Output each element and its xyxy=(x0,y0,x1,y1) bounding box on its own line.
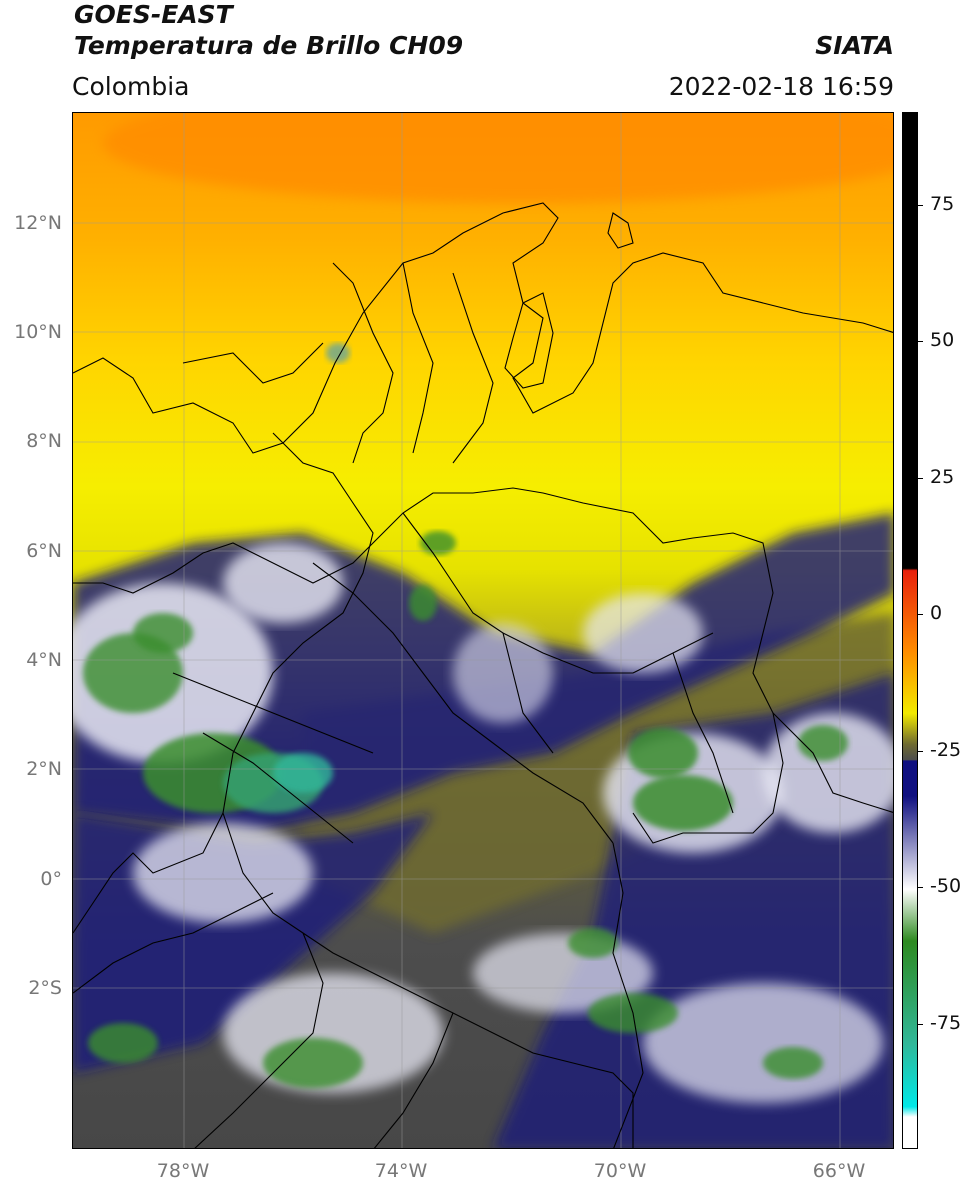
lat-tick-label: 0° xyxy=(40,868,62,890)
lat-tick-label: 6°N xyxy=(26,540,62,562)
lon-tick-label: 70°W xyxy=(593,1160,647,1182)
lon-tick-label: 78°W xyxy=(156,1160,210,1182)
colorbar-tick-label: 75 xyxy=(930,193,955,215)
organization-label: SIATA xyxy=(815,31,894,60)
colorbar-tick-mark xyxy=(918,341,923,342)
colorbar-tick-mark xyxy=(918,614,923,615)
colorbar-tick-label: -75 xyxy=(930,1012,962,1034)
temperature-colorbar xyxy=(902,112,918,1149)
lon-tick-label: 74°W xyxy=(374,1160,428,1182)
colorbar-tick-label: 0 xyxy=(930,602,943,624)
lat-tick-label: 10°N xyxy=(14,321,62,343)
datetime-label: 2022-02-18 16:59 xyxy=(668,72,894,101)
colorbar-tick-label: 50 xyxy=(930,329,955,351)
lat-tick-label: 12°N xyxy=(14,212,62,234)
colorbar-tick-label: 25 xyxy=(930,466,955,488)
colorbar-tick-label: -25 xyxy=(930,739,962,761)
lat-tick-label: 2°N xyxy=(26,758,62,780)
satellite-title: GOES-EAST xyxy=(74,0,233,29)
colorbar-tick-mark xyxy=(918,751,923,752)
colorbar-tick-mark xyxy=(918,1024,923,1025)
lat-tick-label: 2°S xyxy=(28,977,62,999)
lat-tick-label: 4°N xyxy=(26,649,62,671)
colorbar-tick-label: -50 xyxy=(930,875,962,897)
lat-tick-label: 8°N xyxy=(26,430,62,452)
lon-tick-label: 66°W xyxy=(812,1160,866,1182)
satellite-map[interactable] xyxy=(72,112,894,1149)
product-title: Temperatura de Brillo CH09 xyxy=(74,31,464,60)
brightness-temperature-field xyxy=(73,113,893,1148)
colorbar-tick-mark xyxy=(918,205,923,206)
colorbar-tick-mark xyxy=(918,887,923,888)
colorbar-tick-mark xyxy=(918,478,923,479)
region-label: Colombia xyxy=(72,72,190,101)
boundaries xyxy=(73,202,893,1148)
